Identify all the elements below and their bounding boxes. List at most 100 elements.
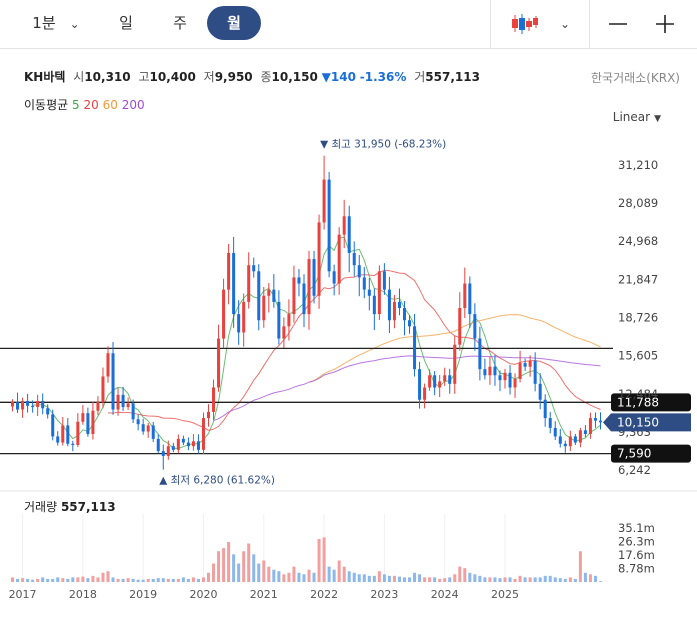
minus-icon (609, 23, 627, 25)
candlestick-icon (511, 14, 538, 34)
candle-body (101, 376, 105, 403)
volume-bar (473, 574, 477, 582)
volume-bar (227, 542, 231, 582)
volume-bar (483, 577, 487, 582)
volume-bar (217, 551, 221, 582)
high-value: 10,400 (149, 70, 196, 84)
candle-body (242, 301, 246, 333)
ma-5-label: 5 (72, 98, 80, 112)
volume-bar (523, 577, 527, 582)
volume-bar (212, 563, 216, 582)
volume-bar (568, 577, 572, 582)
candle-body (272, 289, 276, 302)
volume-bar (297, 572, 301, 582)
candle-body (227, 252, 231, 290)
candle-body (372, 295, 376, 315)
chevron-down-icon: ▼ (654, 114, 661, 124)
candle-body (21, 400, 25, 410)
volume-bar (252, 554, 256, 582)
down-triangle-icon: ▼ (321, 70, 331, 84)
scale-mode-select[interactable]: Linear ▼ (613, 110, 661, 124)
chart-type-button[interactable]: ⌄ (491, 0, 589, 48)
volume-bar (176, 578, 180, 582)
change-value: 140 (330, 70, 356, 84)
volume-bar (66, 578, 70, 582)
candle-body (111, 353, 115, 410)
stock-quote-summary: KH바텍 시10,310 고10,400 저9,950 종10,150 ▼140… (24, 68, 480, 85)
candle-body (367, 289, 371, 296)
candle-body (66, 425, 70, 444)
volume-bar (563, 578, 567, 582)
volume-bar (136, 579, 140, 582)
candle-body (418, 369, 422, 400)
volume-bar (232, 554, 236, 582)
candle-body (588, 418, 592, 434)
volume-bar (191, 577, 195, 582)
candle-body (277, 301, 281, 339)
volume-bar (463, 568, 467, 582)
candle-body (186, 442, 190, 447)
low-value: 9,950 (214, 70, 253, 84)
x-axis-tick-label: 2021 (250, 588, 278, 601)
candle-body (252, 265, 256, 272)
zoom-out-button[interactable] (598, 0, 638, 48)
volume-bar (543, 575, 547, 582)
volume-bar (16, 578, 20, 582)
period-minute-button[interactable]: 1분 ⌄ (14, 6, 98, 40)
x-axis-tick-label: 2024 (431, 588, 459, 601)
y-axis-tick-label: 9,363 (618, 425, 651, 439)
candle-body (377, 271, 381, 315)
period-month-button[interactable]: 월 (207, 6, 261, 40)
volume-bar (262, 560, 266, 582)
chevron-down-icon: ⌄ (69, 17, 80, 31)
volume-bar (151, 578, 155, 582)
volume-bar (433, 577, 437, 582)
moving-average-legend[interactable]: 이동평균 5 20 60 200 (24, 96, 145, 113)
candle-body (337, 234, 341, 284)
candle-body (518, 363, 522, 379)
candle-body (121, 394, 125, 408)
scale-mode-label: Linear (612, 110, 651, 124)
x-axis-tick-label: 2023 (370, 588, 398, 601)
candle-body (262, 295, 266, 321)
volume-bar (242, 551, 246, 582)
volume-bar (418, 574, 422, 582)
exchange-label: 한국거래소(KRX) (591, 71, 680, 85)
zoom-in-button[interactable] (645, 0, 685, 48)
candle-body (327, 179, 331, 272)
y-axis-tick-label: 21,847 (618, 272, 658, 286)
volume-bar (237, 563, 241, 582)
volume-bar (282, 574, 286, 582)
x-axis-tick-label: 2025 (491, 588, 519, 601)
candle-body (196, 441, 200, 450)
y-axis-tick-label: 31,210 (618, 158, 658, 172)
volume-bar (186, 578, 190, 582)
period-minute-label: 1분 (32, 14, 56, 32)
volume-bar (86, 578, 90, 582)
volume-bar (362, 574, 366, 582)
candle-body (382, 271, 386, 290)
candle-body (267, 289, 271, 296)
volume-bar (397, 576, 401, 582)
volume-label: 거 (414, 70, 426, 84)
candle-body (171, 446, 175, 450)
chevron-down-icon: ⌄ (559, 17, 571, 31)
candle-body (16, 402, 20, 410)
volume-bar (327, 566, 331, 582)
candle-body (443, 375, 447, 382)
candle-body (46, 408, 50, 415)
period-day-button[interactable]: 일 (119, 14, 133, 32)
candle-body (563, 443, 567, 447)
volume-bar (71, 577, 75, 582)
candle-body (413, 326, 417, 370)
volume-bar (201, 577, 205, 582)
candle-body (438, 381, 442, 388)
max-price-annotation: ▼ 최고 31,950 (-68.23%) (320, 139, 446, 151)
candle-body (387, 289, 391, 321)
period-week-button[interactable]: 주 (173, 14, 187, 32)
candle-body (76, 421, 80, 445)
ma-legend-label: 이동평균 (24, 98, 69, 112)
volume-bar (538, 577, 542, 582)
horizontal-line-price-label: 11,788 (617, 395, 659, 409)
